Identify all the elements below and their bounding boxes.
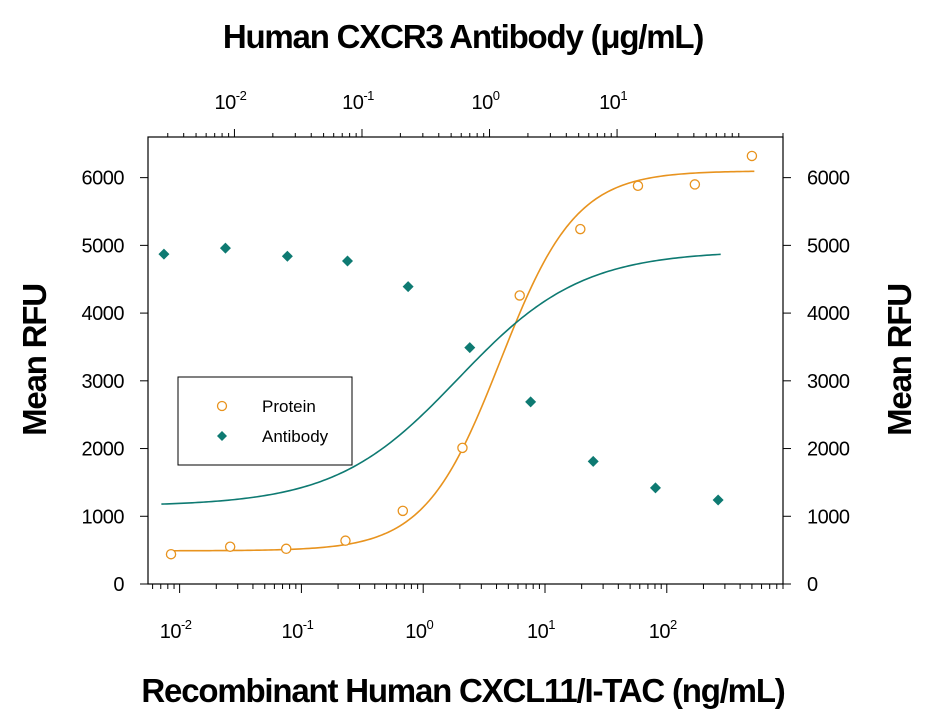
protein-point (689, 179, 701, 190)
x-axis-title: Recombinant Human CXCL11/I-TAC (ng/mL) (141, 672, 784, 709)
y-right-tick-label: 5000 (807, 235, 850, 257)
protein-point (746, 150, 758, 162)
y-left-tick-label: 2000 (82, 439, 125, 461)
protein-point (224, 541, 236, 553)
antibody-point (158, 248, 170, 260)
x-tick-label: 10-1 (282, 617, 314, 643)
protein-point (340, 535, 351, 546)
y-left-tick-label: 3000 (82, 371, 125, 393)
antibody-point (712, 494, 724, 506)
antibody-point (587, 455, 599, 467)
top-tick-label: 10-2 (215, 88, 247, 114)
plot-frame (147, 136, 784, 585)
protein-point (165, 548, 177, 560)
y-left-tick-label: 6000 (82, 168, 125, 190)
ticks-layer: 10-2 10-1 100 101 102 10-2 10-1 100 101 0 0 1000 100… (82, 88, 851, 643)
top-tick-label: 100 (472, 88, 500, 114)
y-right-tick-label: 2000 (807, 439, 850, 461)
x-tick-label: 100 (405, 617, 433, 643)
data-points (158, 150, 758, 560)
fit-curves (161, 170, 755, 552)
legend-protein-label: Protein (262, 397, 316, 416)
legend: Protein Antibody (177, 376, 353, 466)
y-right-tick-label: 6000 (807, 168, 850, 190)
legend-box (177, 376, 353, 466)
legend-antibody-marker (217, 431, 227, 441)
protein-point (457, 442, 468, 454)
protein-point (632, 180, 644, 192)
top-tick-label: 10-1 (342, 88, 374, 114)
y-left-tick-label: 4000 (82, 303, 125, 325)
antibody-point (281, 250, 293, 262)
x-tick-label: 101 (527, 617, 555, 643)
antibody-point (342, 255, 354, 267)
y-right-tick-label: 0 (807, 574, 818, 596)
x-tick-label: 102 (649, 617, 677, 643)
legend-protein-marker (216, 400, 228, 412)
fit-curve-protein (168, 170, 755, 552)
y-left-tick-label: 0 (113, 574, 124, 596)
antibody-point (464, 342, 476, 354)
y-right-tick-label: 3000 (807, 371, 850, 393)
top-tick-label: 101 (599, 88, 627, 114)
y-axis-title-right: Mean RFU (881, 284, 918, 436)
x-tick-label: 10-2 (160, 617, 192, 643)
antibody-point (402, 281, 414, 293)
y-right-tick-label: 4000 (807, 303, 850, 325)
protein-point (280, 543, 292, 555)
y-right-tick-label: 1000 (807, 506, 850, 528)
antibody-point (649, 482, 661, 494)
antibody-point (525, 396, 537, 408)
antibody-point (219, 242, 231, 254)
protein-point (514, 290, 525, 301)
y-left-tick-label: 5000 (82, 235, 125, 257)
top-axis-title: Human CXCR3 Antibody (μg/mL) (223, 18, 704, 55)
protein-point (397, 505, 409, 517)
legend-antibody-label: Antibody (262, 427, 329, 446)
protein-point (575, 223, 586, 235)
fit-curve-antibody (161, 253, 721, 505)
y-axis-title-left: Mean RFU (16, 284, 53, 436)
y-left-tick-label: 1000 (82, 506, 125, 528)
